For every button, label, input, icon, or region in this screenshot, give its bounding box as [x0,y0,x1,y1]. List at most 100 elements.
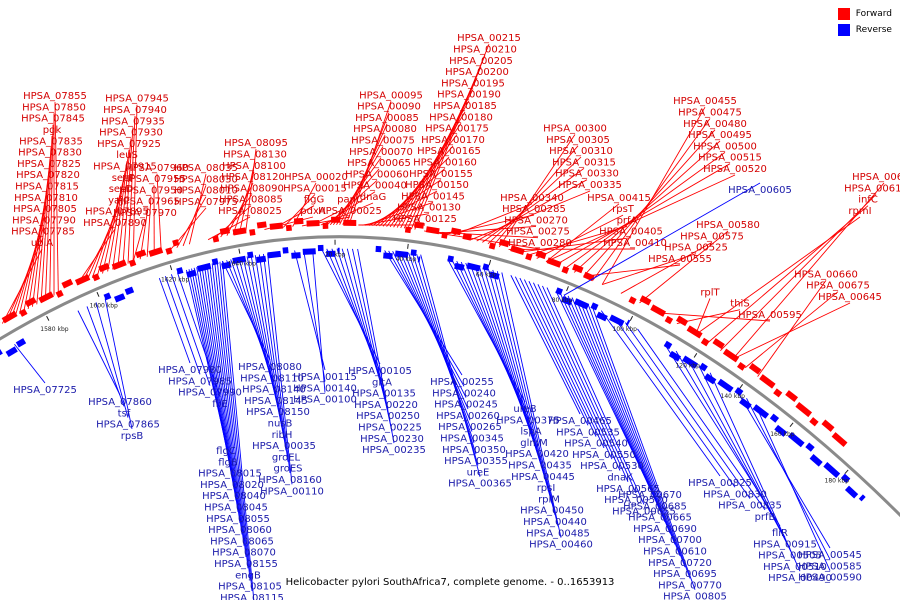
reverse-gene-label: HPSA_08155 [214,559,278,570]
forward-swatch [837,8,850,20]
legend-forward-label: Forward [855,9,892,19]
reverse-gene-arrow [717,378,734,393]
label-leaders [1,44,885,600]
reverse-gene-leader [222,261,255,600]
reverse-gene-arrow [668,350,682,362]
forward-gene-label: infC [858,195,878,206]
forward-gene-label: HPSA_07805 [13,204,77,215]
reverse-gene-label: HPSA_00225 [358,423,422,434]
forward-gene-label: HPSA_00195 [441,78,505,89]
reverse-gene-label: HPSA_00345 [440,434,504,445]
forward-gene-leader [301,216,351,227]
reverse-gene-label: ureB [513,404,536,415]
forward-gene-label: HPSA_00165 [417,146,481,157]
reverse-gene-leader [514,276,589,426]
forward-gene-arrow [525,253,533,261]
reverse-gene-arrow [809,454,823,467]
scale-tick-label: 100 kbp [613,326,638,333]
forward-gene-arrow [821,419,835,432]
reverse-gene-leader [408,252,475,443]
reverse-gene-leader [396,251,469,410]
forward-gene-label: pgk [43,125,62,136]
reverse-gene-label: rplM [538,494,560,505]
reverse-gene-label: prfB [755,512,776,523]
forward-gene-label: HPSA_08130 [223,150,287,161]
scale-tick-label: 60 kbp [476,271,497,278]
reverse-gene-leader [211,263,247,558]
reverse-gene-arrow [609,314,625,327]
forward-gene-label: ubiA [31,238,53,249]
reverse-gene-label: HPSA_00110 [260,486,324,497]
genome-backbone [0,235,900,518]
reverse-gene-label: HPSA_07860 [88,397,152,408]
reverse-gene-arrow [0,348,3,356]
forward-gene-label: HPSA_07950 [119,185,183,196]
forward-gene-leader [220,194,253,238]
forward-gene-label: HPSA_08035 [174,163,238,174]
scale-tick [488,259,492,265]
reverse-gene-arrow [590,302,599,311]
forward-gene-label: HPSA_07890 [83,218,147,229]
reverse-gene-arrow [734,387,744,396]
reverse-gene-label: HPSA_00530 [580,461,644,472]
forward-gene-label: HPSA_00080 [353,124,417,135]
reverse-gene-label: HPSA_07725 [13,385,77,396]
forward-gene-leader [348,101,392,225]
forward-gene-leader [676,309,741,324]
forward-gene-arrow [759,374,776,389]
reverse-gene-leader [612,316,736,488]
reverse-gene-label: HPSA_00670 [618,490,682,501]
forward-gene-label: HPSA_00150 [405,180,469,191]
reverse-gene-leader [254,255,287,451]
forward-gene-label: flgG [304,195,324,206]
forward-gene-label: HPSA_07960 [125,163,189,174]
forward-gene-arrow [128,259,137,267]
reverse-gene-arrow [15,338,27,348]
scale-tick-label: 1640 kbp [228,260,256,267]
reverse-gene-label: HPSA_00720 [648,558,712,569]
reverse-gene-label: fliE [212,399,227,410]
forward-gene-leader [81,217,118,283]
reverse-gene-leader [196,267,235,490]
reverse-gene-leader [637,328,766,511]
forward-gene-label: HPSA_07965 [116,197,180,208]
forward-gene-leader [146,196,152,257]
reverse-gene-arrow [113,293,126,303]
forward-gene-label: HPSA_00175 [425,124,489,135]
forward-gene-leader [476,179,588,242]
forward-gene-label: HPSA_00085 [355,113,419,124]
reverse-gene-leader [303,249,326,382]
reverse-gene-label: ureE [467,467,490,478]
reverse-gene-leader [625,322,751,499]
reverse-gene-label: glmM [520,438,548,449]
reverse-gene-leader [206,264,243,535]
reverse-gene-label: HPSA_00510 [763,562,827,573]
reverse-gene-leader [95,302,129,418]
forward-gene-arrow [628,296,637,305]
reverse-gene-label: HPSA_00450 [520,506,584,517]
reverse-gene-label: HPSA_00605 [728,185,792,196]
reverse-gene-leader [214,262,249,569]
forward-gene-label: HPSA_00125 [393,214,457,225]
forward-gene-leader [127,115,136,264]
reverse-gene-label: HPSA_00505 [758,551,822,562]
reverse-gene-leader [523,279,605,449]
reverse-gene-label: HPSA_00375 [496,415,560,426]
reverse-gene-label: HPSA_00490 [768,573,832,584]
reverse-gene-arrow [596,311,608,322]
reverse-gene-leader [158,277,191,364]
reverse-gene-label: HPSA_00655 [612,506,676,517]
forward-gene-label: leuS [116,150,138,161]
forward-gene-leader [720,194,877,352]
forward-gene-leader [214,205,252,239]
scale-tick-label: 120 kbp [675,363,700,370]
forward-gene-leader [601,106,706,285]
reverse-gene-label: HPSA_00590 [798,573,862,584]
reverse-gene-label: HPSA_08020 [200,480,264,491]
forward-gene-arrow [737,361,746,371]
forward-gene-label: HPSA_07930 [99,128,163,139]
scale-tick [96,291,100,297]
forward-gene-label: HPSA_00300 [543,124,607,135]
reverse-gene-leader [496,271,559,527]
forward-gene-leader [345,112,390,225]
